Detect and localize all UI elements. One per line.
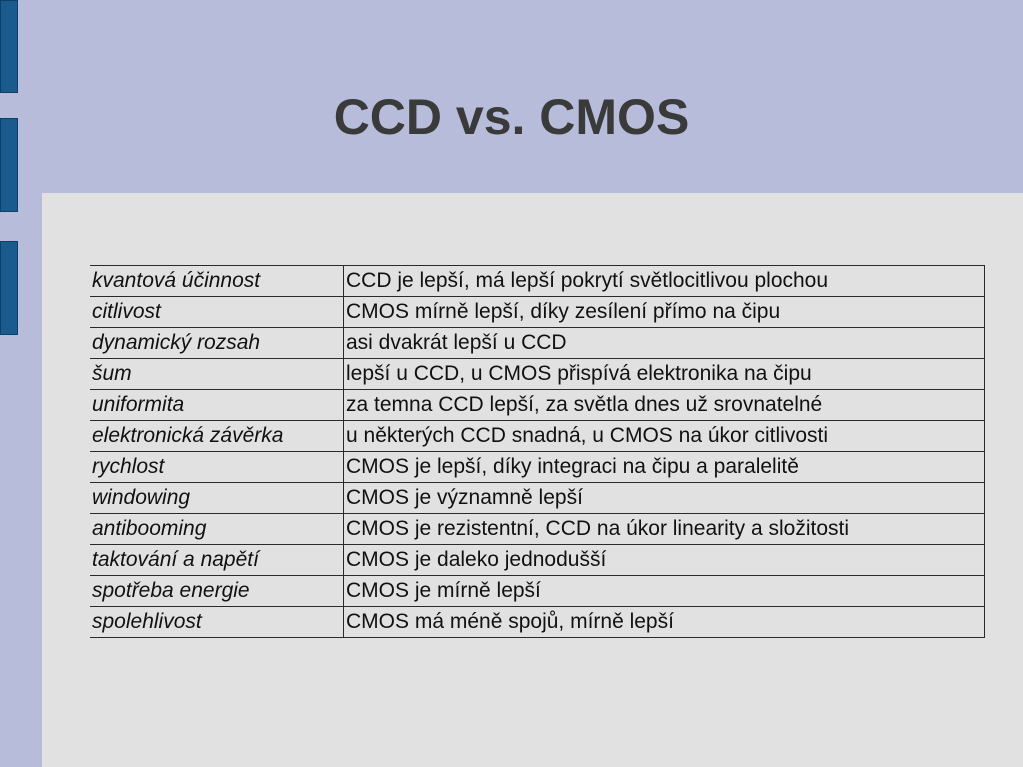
table-row: taktování a napětí CMOS je daleko jednod… <box>90 544 985 576</box>
comparison-cell: CMOS je rezistentní, CCD na úkor lineari… <box>343 513 985 545</box>
comparison-cell: CMOS má méně spojů, mírně lepší <box>343 606 985 638</box>
table-row: windowing CMOS je významně lepší <box>90 482 985 514</box>
property-cell: citlivost <box>90 296 344 328</box>
table-row: kvantová účinnost CCD je lepší, má lepší… <box>90 265 985 297</box>
comparison-cell: CMOS je mírně lepší <box>343 575 985 607</box>
comparison-cell: asi dvakrát lepší u CCD <box>343 327 985 359</box>
property-cell: spotřeba energie <box>90 575 344 607</box>
property-cell: spolehlivost <box>90 606 344 638</box>
table-row: spolehlivost CMOS má méně spojů, mírně l… <box>90 606 985 638</box>
table-row: spotřeba energie CMOS je mírně lepší <box>90 575 985 607</box>
property-cell: uniformita <box>90 389 344 421</box>
table-row: uniformita za temna CCD lepší, za světla… <box>90 389 985 421</box>
decorative-bar-top <box>0 0 18 93</box>
comparison-cell: CMOS je významně lepší <box>343 482 985 514</box>
property-cell: kvantová účinnost <box>90 265 344 297</box>
property-cell: elektronická závěrka <box>90 420 344 452</box>
slide-title: CCD vs. CMOS <box>333 89 690 145</box>
table-row: rychlost CMOS je lepší, díky integraci n… <box>90 451 985 483</box>
comparison-cell: lepší u CCD, u CMOS přispívá elektronika… <box>343 358 985 390</box>
property-cell: taktování a napětí <box>90 544 344 576</box>
property-cell: windowing <box>90 482 344 514</box>
comparison-cell: CMOS je daleko jednodušší <box>343 544 985 576</box>
property-cell: antibooming <box>90 513 344 545</box>
table-row: šum lepší u CCD, u CMOS přispívá elektro… <box>90 358 985 390</box>
property-cell: dynamický rozsah <box>90 327 344 359</box>
comparison-cell: CMOS je lepší, díky integraci na čipu a … <box>343 451 985 483</box>
table-row: dynamický rozsah asi dvakrát lepší u CCD <box>90 327 985 359</box>
table-row: citlivost CMOS mírně lepší, díky zesílen… <box>90 296 985 328</box>
decorative-bar-bottom <box>0 241 18 335</box>
comparison-cell: za temna CCD lepší, za světla dnes už sr… <box>343 389 985 421</box>
property-cell: šum <box>90 358 344 390</box>
comparison-cell: u některých CCD snadná, u CMOS na úkor c… <box>343 420 985 452</box>
decorative-bar-middle <box>0 118 18 212</box>
comparison-table: kvantová účinnost CCD je lepší, má lepší… <box>90 265 985 638</box>
table-row: elektronická závěrka u některých CCD sna… <box>90 420 985 452</box>
property-cell: rychlost <box>90 451 344 483</box>
comparison-cell: CCD je lepší, má lepší pokrytí světlocit… <box>343 265 985 297</box>
table-row: antibooming CMOS je rezistentní, CCD na … <box>90 513 985 545</box>
comparison-cell: CMOS mírně lepší, díky zesílení přímo na… <box>343 296 985 328</box>
